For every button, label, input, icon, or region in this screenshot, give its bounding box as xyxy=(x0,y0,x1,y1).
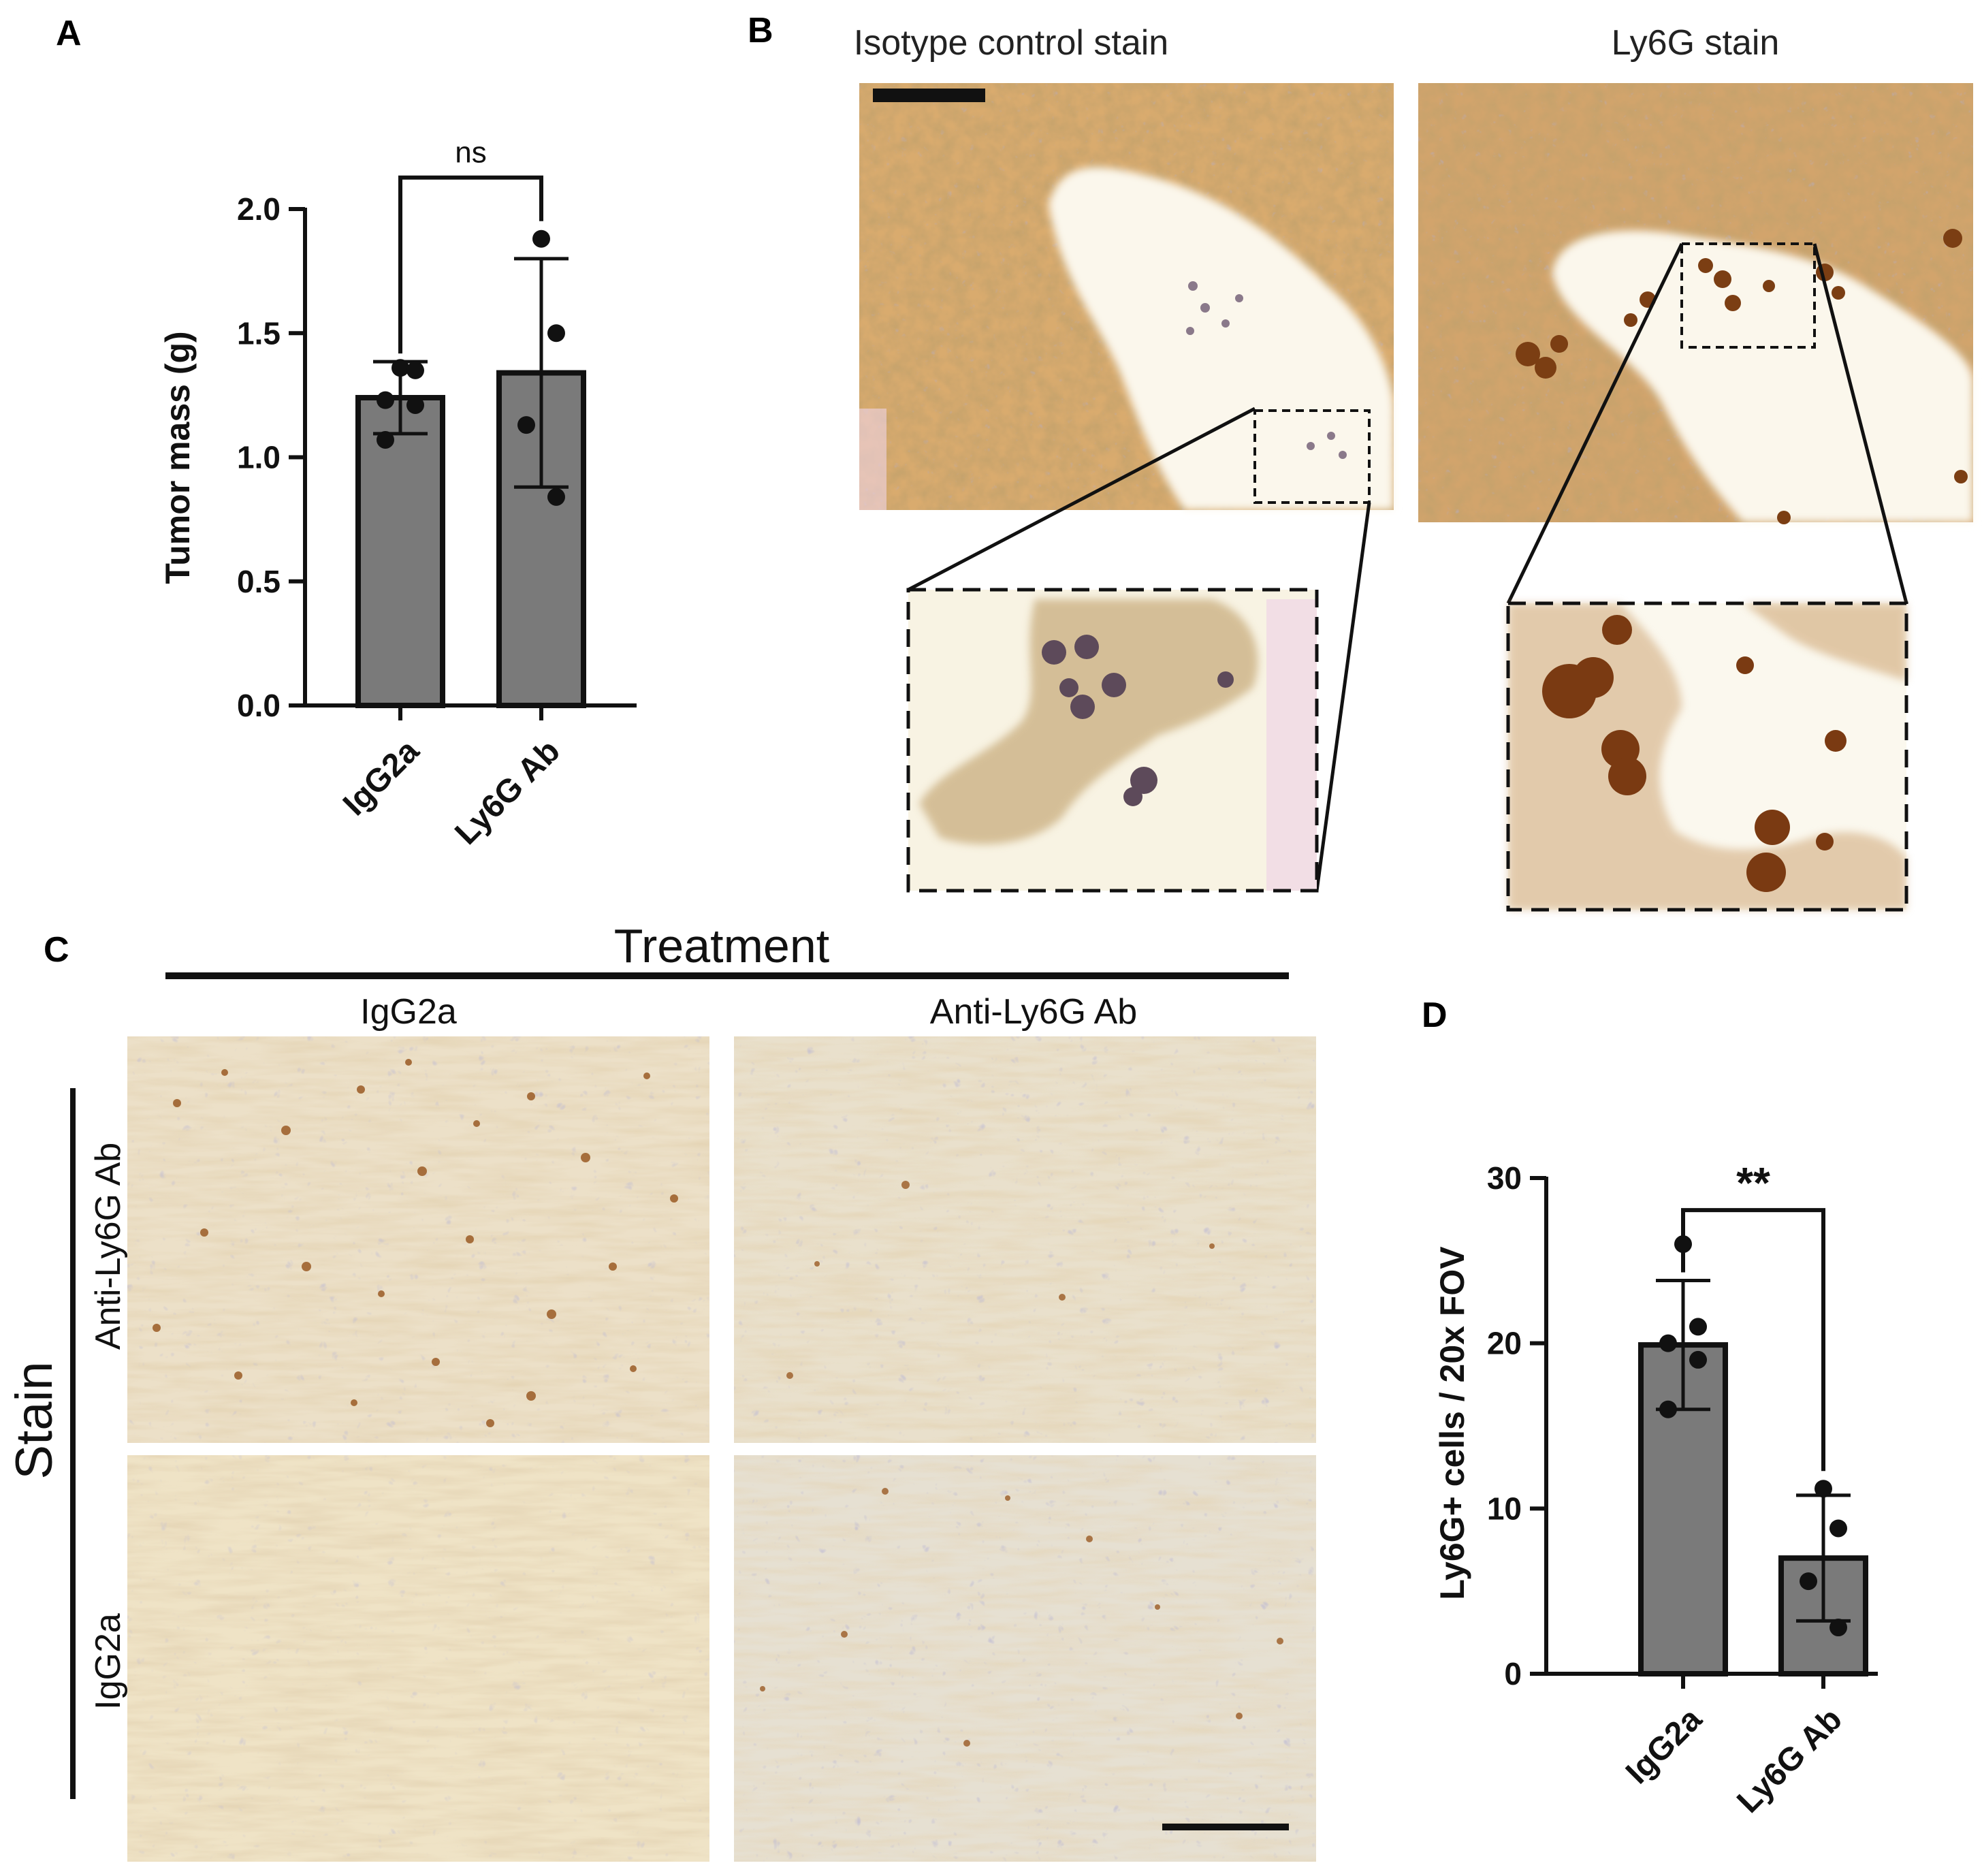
isotype-roi-box xyxy=(1253,409,1371,504)
panel-d-data-point xyxy=(1689,1350,1707,1369)
panel-d-data-point xyxy=(1815,1480,1832,1498)
panel-d-y-tick-label: 30 xyxy=(1487,1160,1522,1196)
panel-d-data-point xyxy=(1659,1400,1677,1418)
col-label-igg2a: IgG2a xyxy=(360,992,457,1032)
panel-a-chart: 0.0 0.5 1.0 1.5 2.0 Tumor mass (g) IgG2a Ly6G A… xyxy=(159,136,637,852)
panel-a-data-point xyxy=(391,359,409,377)
panel-a-y-axis-label: Tumor mass (g) xyxy=(159,331,197,584)
stain-label: Stain xyxy=(5,1361,63,1479)
panel-a-x-tick-label: IgG2a xyxy=(336,733,426,823)
panel-d-data-point xyxy=(1659,1334,1677,1352)
panel-b: Isotype control stain Ly6G stain xyxy=(854,23,1973,912)
panel-letter-b: B xyxy=(748,11,773,50)
panel-b-left-title: Isotype control stain xyxy=(854,23,1168,63)
panel-d-y-tick-label: 20 xyxy=(1487,1326,1522,1361)
col-label-anti-ly6g: Anti-Ly6G Ab xyxy=(930,992,1137,1032)
panel-a-data-point xyxy=(532,229,550,248)
panel-a-y-tick-label: 1.5 xyxy=(237,315,281,351)
isotype-control-micrograph xyxy=(859,83,1394,510)
panel-d-x-tick-label: Ly6G Ab xyxy=(1730,1701,1849,1820)
ly6g-inset xyxy=(1506,601,1908,912)
panel-b-right-title: Ly6G stain xyxy=(1612,23,1780,63)
isotype-inset xyxy=(906,588,1319,893)
panel-a-data-point xyxy=(406,361,424,379)
panel-d-y-axis-label: Ly6G+ cells / 20x FOV xyxy=(1433,1246,1471,1600)
panel-d-data-point xyxy=(1800,1572,1817,1591)
panel-a-significance-label: ns xyxy=(455,136,486,170)
ly6g-roi-box xyxy=(1680,242,1816,349)
panel-a-y-tick-label: 1.0 xyxy=(237,440,281,475)
panel-d-data-point xyxy=(1829,1519,1847,1538)
ly6g-micrograph xyxy=(1418,83,1973,524)
row-label-igg2a: IgG2a xyxy=(89,1613,128,1710)
panel-a-x-tick-label: Ly6G Ab xyxy=(448,733,567,852)
panel-letter-a: A xyxy=(56,14,82,53)
panel-d-significance-label: ** xyxy=(1736,1158,1770,1207)
treatment-label: Treatment xyxy=(614,919,829,972)
panel-letter-d: D xyxy=(1422,996,1448,1035)
panel-a-y-tick-label: 0.5 xyxy=(237,564,281,599)
panel-a-data-point xyxy=(406,396,424,414)
panel-d-x-tick-label: IgG2a xyxy=(1619,1701,1709,1791)
panel-a-data-point xyxy=(547,488,565,506)
micrograph-igg2a-treat-igg2a-stain xyxy=(127,1455,709,1862)
scale-bar-c xyxy=(1162,1824,1289,1830)
panel-d-y-tick-label: 10 xyxy=(1487,1491,1522,1526)
row-label-anti-ly6g: Anti-Ly6G Ab xyxy=(89,1143,128,1350)
panel-d-significance-bracket xyxy=(1681,1208,1825,1472)
micrograph-igg2a-treat-ly6g-stain xyxy=(127,1036,709,1443)
zoom-connectors xyxy=(907,242,1908,891)
panel-a-y-tick-label: 2.0 xyxy=(237,191,281,227)
panel-d-chart: 0 10 20 30 Ly6G+ cells / 20x FOV IgG2a Ly6G Ab… xyxy=(1433,1158,1878,1820)
treatment-bar xyxy=(165,972,1289,979)
panel-d-y-tick-label: 0 xyxy=(1504,1656,1522,1691)
scale-bar-b xyxy=(873,89,985,102)
panel-letter-c: C xyxy=(44,930,69,970)
panel-a-significance-bracket xyxy=(398,175,543,354)
panel-a-data-point xyxy=(547,324,565,343)
micrograph-anti-ly6g-treat-igg2a-stain xyxy=(734,1455,1316,1862)
panel-a-data-point xyxy=(377,430,394,449)
panel-a-bar xyxy=(355,395,445,709)
panel-a-data-point xyxy=(377,391,394,409)
panel-a-data-point xyxy=(517,416,535,434)
stain-bar xyxy=(70,1088,76,1799)
micrograph-anti-ly6g-treat-ly6g-stain xyxy=(734,1036,1316,1443)
panel-a-y-tick-label: 0.0 xyxy=(237,688,281,723)
panel-d-data-point xyxy=(1829,1619,1847,1637)
panel-d-data-point xyxy=(1689,1318,1707,1336)
panel-c: Treatment IgG2a Anti-Ly6G Ab Stain Anti-… xyxy=(5,919,1316,1862)
